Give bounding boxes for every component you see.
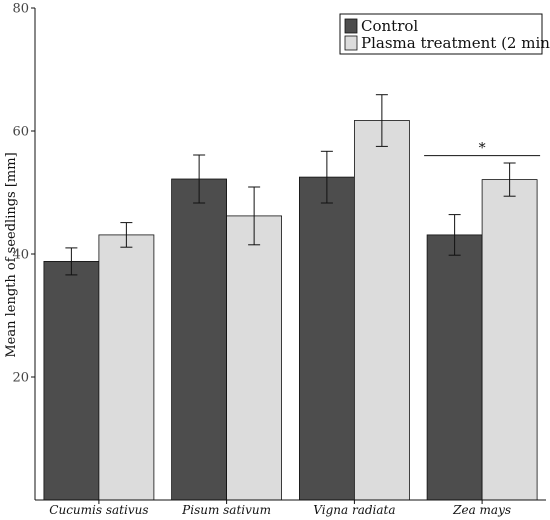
x-tick-label-3: Zea mays <box>452 503 511 517</box>
bars-layer <box>43 120 538 501</box>
significance-label-0: * <box>479 141 486 157</box>
x-tick-label-1: Pisum sativum <box>181 503 271 517</box>
x-tick-label-2: Vigna radiata <box>313 503 395 517</box>
y-tick-label-2: 60 <box>12 125 29 140</box>
legend-label-0: Control <box>361 17 418 35</box>
bar-control-0 <box>43 260 100 501</box>
bar-control-2 <box>298 176 355 501</box>
y-tick-label-1: 40 <box>12 248 29 263</box>
legend-swatch-0 <box>344 18 358 34</box>
bar-plasma-0 <box>98 234 155 501</box>
bar-plasma-1 <box>226 215 283 501</box>
y-axis-title: Mean length of seedlings [mm] <box>4 152 19 357</box>
annotation-layer: * <box>424 141 541 157</box>
x-tick-label-0: Cucumis sativus <box>49 503 148 517</box>
axes-layer: 20 40 60 80 Cucumis sativus Pisum sativum Vign… <box>12 2 546 517</box>
bar-plasma-2 <box>353 120 410 501</box>
bar-control-3 <box>426 234 483 501</box>
y-tick-label-3: 80 <box>12 2 29 17</box>
error-bars-layer <box>65 94 516 276</box>
legend-label-1: Plasma treatment (2 min) <box>361 34 550 52</box>
bar-control-1 <box>171 178 228 501</box>
y-tick-label-0: 20 <box>12 371 29 386</box>
legend-box <box>339 13 543 55</box>
legend-swatch-1 <box>344 35 358 51</box>
bar-plasma-3 <box>481 179 538 501</box>
